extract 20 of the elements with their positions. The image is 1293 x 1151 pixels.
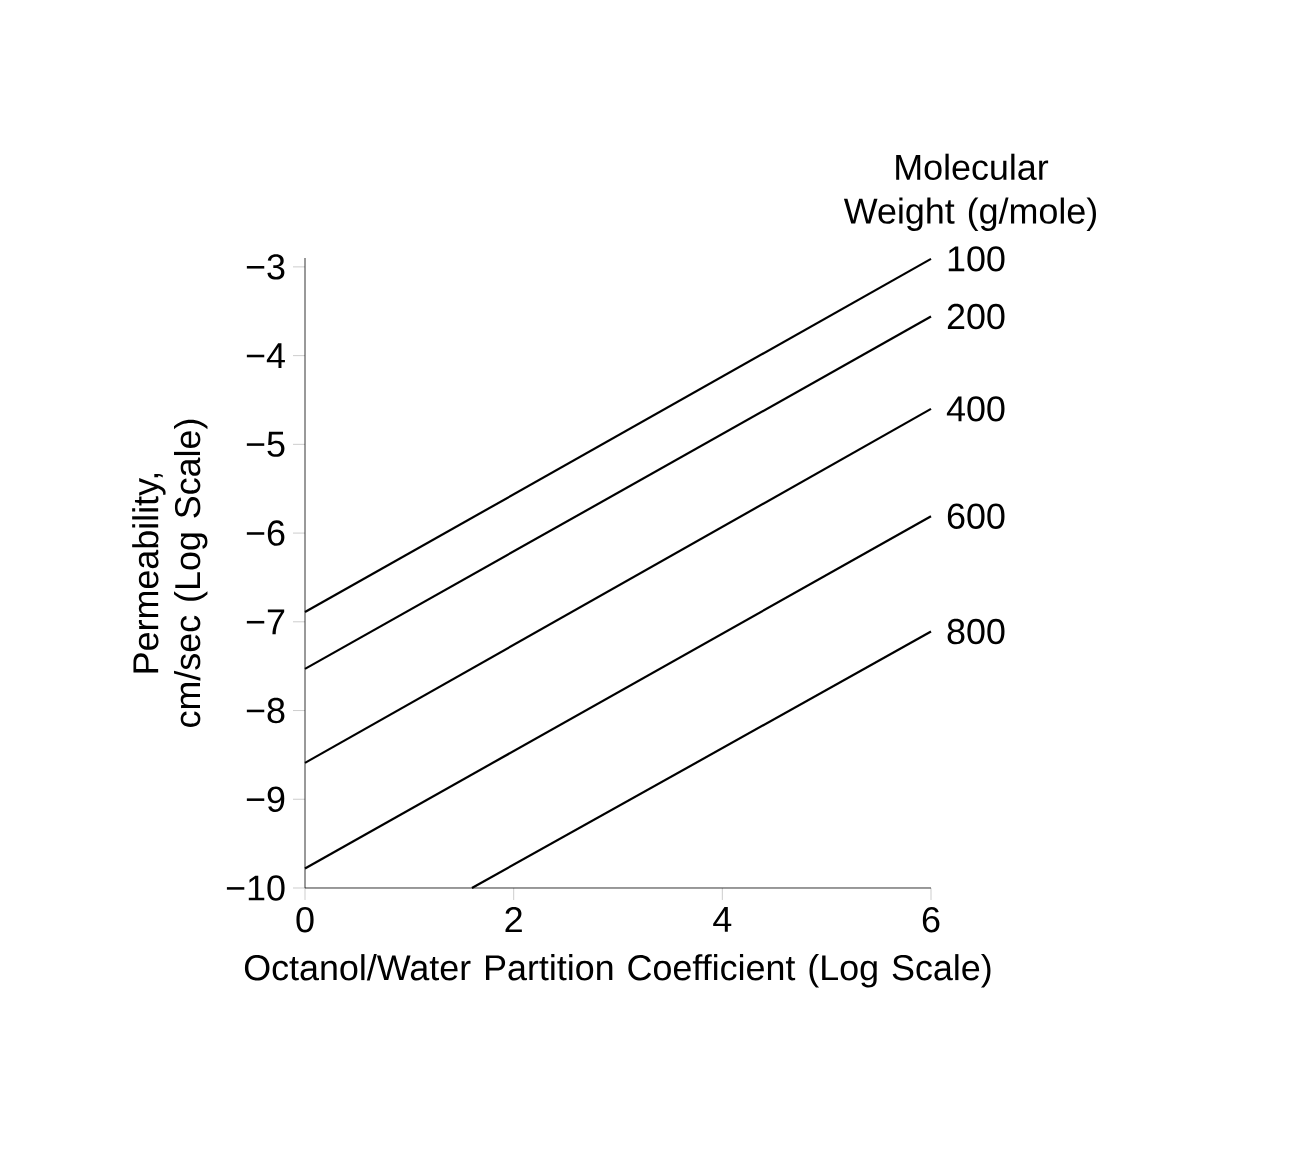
y-tick-label: −6 — [246, 520, 285, 546]
y-axis-title: Permeability, cm/sec (Log Scale) — [132, 419, 208, 727]
y-tick-label: −8 — [246, 697, 285, 724]
y-tick-label: −10 — [226, 875, 285, 901]
y-tick-label: −5 — [246, 431, 285, 457]
x-tick-label: 4 — [713, 907, 732, 932]
y-tick-label: −4 — [246, 343, 285, 368]
x-tick-label: 0 — [296, 907, 314, 933]
y-tick-label: −9 — [246, 786, 285, 812]
y-tick-label: −7 — [246, 609, 285, 635]
legend-title: Molecular Weight (g/mole) — [843, 153, 1096, 231]
series-label: 400 — [946, 396, 1005, 422]
series-label: 100 — [948, 246, 1005, 272]
x-axis-title: Octanol/Water Partition Coefficient (Log Scale) — [244, 954, 991, 988]
x-tick-label: 2 — [505, 907, 522, 933]
y-tick-label: −3 — [246, 254, 285, 280]
x-tick-label: 6 — [922, 907, 940, 933]
series-label: 800 — [947, 618, 1005, 645]
series-label: 200 — [947, 303, 1005, 330]
series-label: 600 — [947, 503, 1005, 529]
